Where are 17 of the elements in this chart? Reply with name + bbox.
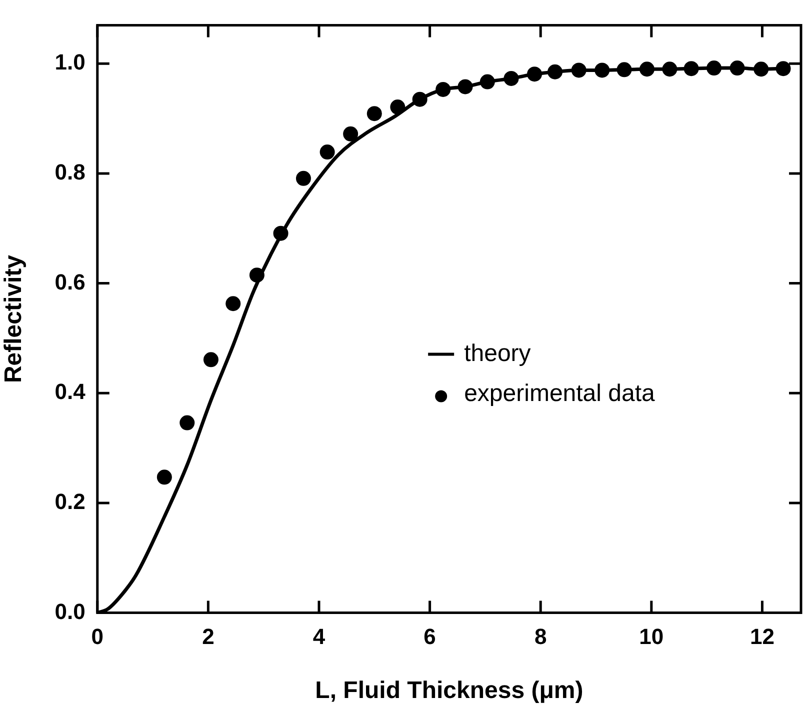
legend-label: experimental data: [464, 380, 656, 407]
x-tick-label: 12: [750, 624, 774, 650]
y-axis-title: Reflectivity: [0, 254, 28, 384]
x-axis-title: L, Fluid Thickness (μm): [315, 677, 584, 704]
y-tick-label: 0.2: [54, 489, 86, 514]
x-tick-label: 6: [424, 624, 436, 650]
x-tick-label: 8: [534, 624, 547, 650]
y-tick-label: 0.0: [54, 598, 86, 624]
y-tick-label: 0.4: [54, 379, 86, 404]
x-tick-label: 2: [202, 624, 214, 650]
y-tick-label: 1.0: [54, 50, 86, 75]
legend-label: theory: [464, 340, 531, 367]
y-tick-label: 0.8: [54, 160, 86, 185]
x-tick-label: 0: [91, 624, 104, 650]
y-tick-label: 0.6: [54, 269, 86, 294]
x-tick-label: 4: [312, 624, 326, 650]
x-tick-label: 10: [639, 624, 664, 650]
